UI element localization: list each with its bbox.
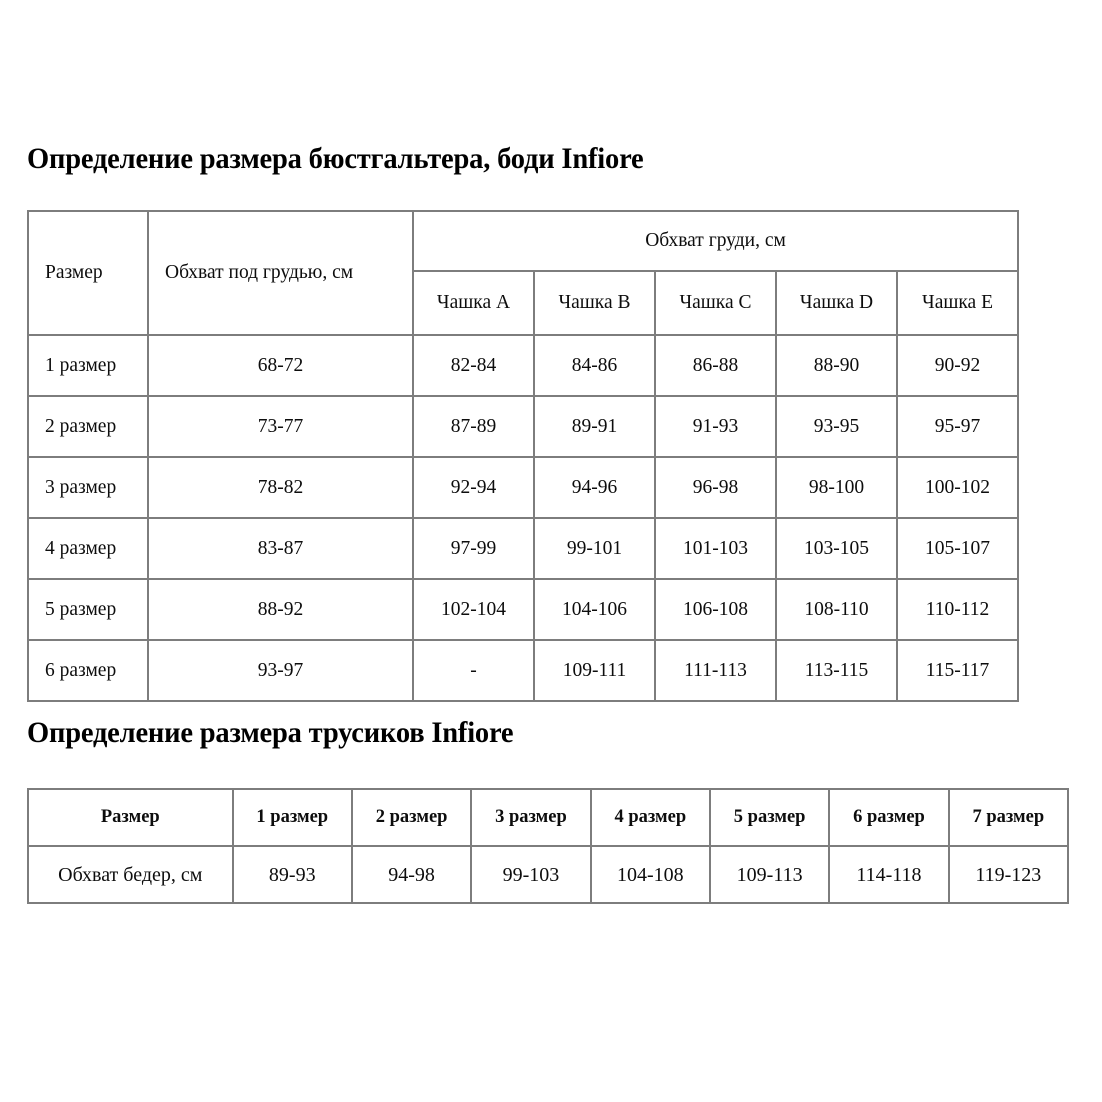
bra-cell-cup-e: 115-117 (895, 639, 1020, 702)
bra-cell-cup-c: 111-113 (654, 639, 777, 702)
table-row: 3 размер 78-82 92-94 94-96 96-98 98-100 … (27, 456, 1020, 519)
bra-row-underbust: 88-92 (147, 578, 414, 641)
bra-cell-cup-e: 105-107 (895, 517, 1020, 580)
bra-cell-cup-c: 101-103 (654, 517, 777, 580)
bra-cell-cup-c: 96-98 (654, 456, 777, 519)
bra-cell-cup-a: 92-94 (412, 456, 535, 519)
panties-value-label: Обхват бедер, см (27, 845, 234, 904)
bra-row-underbust: 78-82 (147, 456, 414, 519)
panties-section-title: Определение размера трусиков Infiore (27, 716, 514, 749)
bra-cell-cup-e: 90-92 (895, 334, 1020, 397)
bra-cell-cup-d: 103-105 (775, 517, 898, 580)
table-row: 5 размер 88-92 102-104 104-106 106-108 1… (27, 578, 1020, 641)
bra-row-underbust: 73-77 (147, 395, 414, 458)
bra-cell-cup-a: 97-99 (412, 517, 535, 580)
bra-header-size: Размер (27, 210, 149, 336)
bra-table-body: 1 размер 68-72 82-84 84-86 86-88 88-90 9… (27, 334, 1020, 702)
bra-cell-cup-e: 95-97 (895, 395, 1020, 458)
bra-header-cup-c: Чашка C (654, 270, 777, 336)
bra-cell-cup-e: 100-102 (895, 456, 1020, 519)
bra-row-size: 5 размер (27, 578, 149, 641)
bra-cell-cup-d: 98-100 (775, 456, 898, 519)
panties-header-size-4: 4 размер (589, 788, 711, 847)
bra-cell-cup-d: 113-115 (775, 639, 898, 702)
bra-header-cup-e: Чашка E (895, 270, 1020, 336)
bra-header-row-top: Размер Обхват под грудью, см Обхват груд… (27, 210, 1020, 336)
panties-value-1: 89-93 (231, 845, 353, 904)
bra-row-size: 6 размер (27, 639, 149, 702)
bra-cell-cup-c: 106-108 (654, 578, 777, 641)
bra-cell-cup-d: 108-110 (775, 578, 898, 641)
bra-cell-cup-a: 87-89 (412, 395, 535, 458)
panties-value-5: 109-113 (708, 845, 831, 904)
bra-header-cup-d: Чашка D (775, 270, 898, 336)
panties-value-3: 99-103 (470, 845, 592, 904)
bra-row-size: 1 размер (27, 334, 149, 397)
bra-cell-cup-d: 88-90 (775, 334, 898, 397)
panties-value-4: 104-108 (589, 845, 711, 904)
bra-header-cup-a: Чашка A (412, 270, 535, 336)
bra-header-cup-b: Чашка B (533, 270, 656, 336)
bra-size-table: Размер Обхват под грудью, см Обхват груд… (27, 210, 1020, 702)
panties-header-row: Размер 1 размер 2 размер 3 размер 4 разм… (27, 788, 1070, 847)
bra-cell-cup-d: 93-95 (775, 395, 898, 458)
panties-header-label: Размер (27, 788, 234, 847)
bra-header-row-cups: Чашка A Чашка B Чашка C Чашка D Чашка E (28, 270, 1020, 336)
table-row: 4 размер 83-87 97-99 99-101 101-103 103-… (27, 517, 1020, 580)
panties-header-size-1: 1 размер (231, 788, 353, 847)
bra-row-size: 3 размер (27, 456, 149, 519)
bra-cell-cup-a: 82-84 (412, 334, 535, 397)
bra-row-underbust: 93-97 (147, 639, 414, 702)
panties-table-body: Размер 1 размер 2 размер 3 размер 4 разм… (27, 788, 1070, 904)
bra-cell-cup-e: 110-112 (895, 578, 1020, 641)
table-row: 1 размер 68-72 82-84 84-86 86-88 88-90 9… (27, 334, 1020, 397)
panties-header-size-7: 7 размер (947, 788, 1070, 847)
panties-value-2: 94-98 (350, 845, 473, 904)
panties-header-size-6: 6 размер (828, 788, 950, 847)
panties-header-size-3: 3 размер (470, 788, 592, 847)
bra-row-underbust: 83-87 (147, 517, 414, 580)
bra-cell-cup-c: 91-93 (654, 395, 777, 458)
bra-table-head: Размер Обхват под грудью, см Обхват груд… (27, 210, 1020, 336)
bra-cell-cup-b: 109-111 (533, 639, 656, 702)
bra-header-bust-group: Обхват груди, см (411, 210, 1020, 272)
panties-size-table: Размер 1 размер 2 размер 3 размер 4 разм… (27, 788, 1070, 904)
panties-header-size-5: 5 размер (708, 788, 831, 847)
bra-cell-cup-b: 84-86 (533, 334, 656, 397)
panties-header-size-2: 2 размер (350, 788, 473, 847)
table-row: 6 размер 93-97 - 109-111 111-113 113-115… (27, 639, 1020, 702)
bra-row-size: 2 размер (27, 395, 149, 458)
bra-cell-cup-b: 104-106 (533, 578, 656, 641)
bra-section-title: Определение размера бюстгальтера, боди I… (27, 142, 644, 175)
bra-cell-cup-c: 86-88 (654, 334, 777, 397)
table-row: 2 размер 73-77 87-89 89-91 91-93 93-95 9… (27, 395, 1020, 458)
bra-header-underbust: Обхват под грудью, см (147, 210, 414, 336)
bra-cell-cup-b: 99-101 (533, 517, 656, 580)
bra-cell-cup-a: 102-104 (412, 578, 535, 641)
bra-cell-cup-a: - (412, 639, 535, 702)
bra-cell-cup-b: 89-91 (533, 395, 656, 458)
panties-value-7: 119-123 (947, 845, 1070, 904)
panties-value-6: 114-118 (828, 845, 950, 904)
panties-values-row: Обхват бедер, см 89-93 94-98 99-103 104-… (27, 845, 1070, 904)
bra-cell-cup-b: 94-96 (533, 456, 656, 519)
bra-row-underbust: 68-72 (147, 334, 414, 397)
bra-row-size: 4 размер (27, 517, 149, 580)
